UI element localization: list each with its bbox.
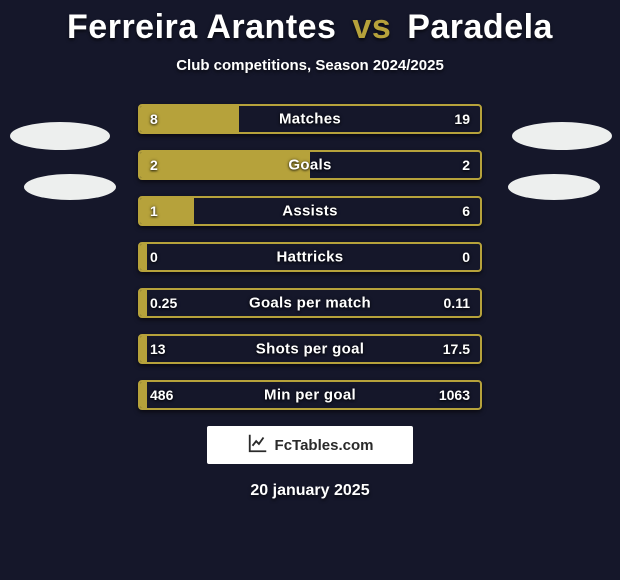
stat-label: Assists (282, 203, 337, 220)
stat-fill (140, 244, 147, 270)
stat-row: 0.25 Goals per match 0.11 (138, 288, 482, 318)
stat-fill (140, 152, 310, 178)
stat-row: 486 Min per goal 1063 (138, 380, 482, 410)
stat-value-right: 6 (462, 203, 470, 219)
stat-fill (140, 198, 194, 224)
stat-label: Goals per match (249, 295, 371, 312)
stat-label: Hattricks (277, 249, 344, 266)
stat-label: Matches (279, 111, 341, 128)
stat-value-right: 1063 (439, 387, 470, 403)
stat-fill (140, 290, 147, 316)
decor-ellipse (24, 174, 116, 200)
stat-row: 1 Assists 6 (138, 196, 482, 226)
stat-fill (140, 336, 147, 362)
comparison-title: Ferreira Arantes vs Paradela (0, 0, 620, 47)
stat-value-right: 0.11 (444, 295, 470, 311)
stat-fill (140, 382, 147, 408)
stat-value-left: 2 (150, 157, 158, 173)
stat-value-left: 1 (150, 203, 158, 219)
subtitle: Club competitions, Season 2024/2025 (0, 57, 620, 74)
stat-label: Min per goal (264, 387, 356, 404)
stat-value-right: 0 (462, 249, 470, 265)
player1-name: Ferreira Arantes (67, 8, 336, 46)
stat-value-left: 13 (150, 341, 166, 357)
stat-value-left: 8 (150, 111, 158, 127)
chart-icon (247, 432, 269, 458)
stat-label: Shots per goal (256, 341, 364, 358)
stat-row: 2 Goals 2 (138, 150, 482, 180)
decor-ellipse (512, 122, 612, 150)
decor-ellipse (10, 122, 110, 150)
stat-value-right: 2 (462, 157, 470, 173)
stat-row: 13 Shots per goal 17.5 (138, 334, 482, 364)
stat-value-left: 486 (150, 387, 173, 403)
player2-name: Paradela (407, 8, 553, 46)
watermark: FcTables.com (207, 426, 413, 464)
date-label: 20 january 2025 (0, 482, 620, 500)
vs-label: vs (352, 8, 391, 46)
stat-value-left: 0 (150, 249, 158, 265)
watermark-text: FcTables.com (275, 437, 374, 454)
stat-label: Goals (288, 157, 331, 174)
stat-value-left: 0.25 (150, 295, 177, 311)
stat-row: 8 Matches 19 (138, 104, 482, 134)
stats-container: 8 Matches 19 2 Goals 2 1 Assists 6 0 Hattricks 0 0.2… (138, 104, 482, 410)
stat-value-right: 19 (454, 111, 470, 127)
stat-row: 0 Hattricks 0 (138, 242, 482, 272)
decor-ellipse (508, 174, 600, 200)
stat-value-right: 17.5 (443, 341, 470, 357)
